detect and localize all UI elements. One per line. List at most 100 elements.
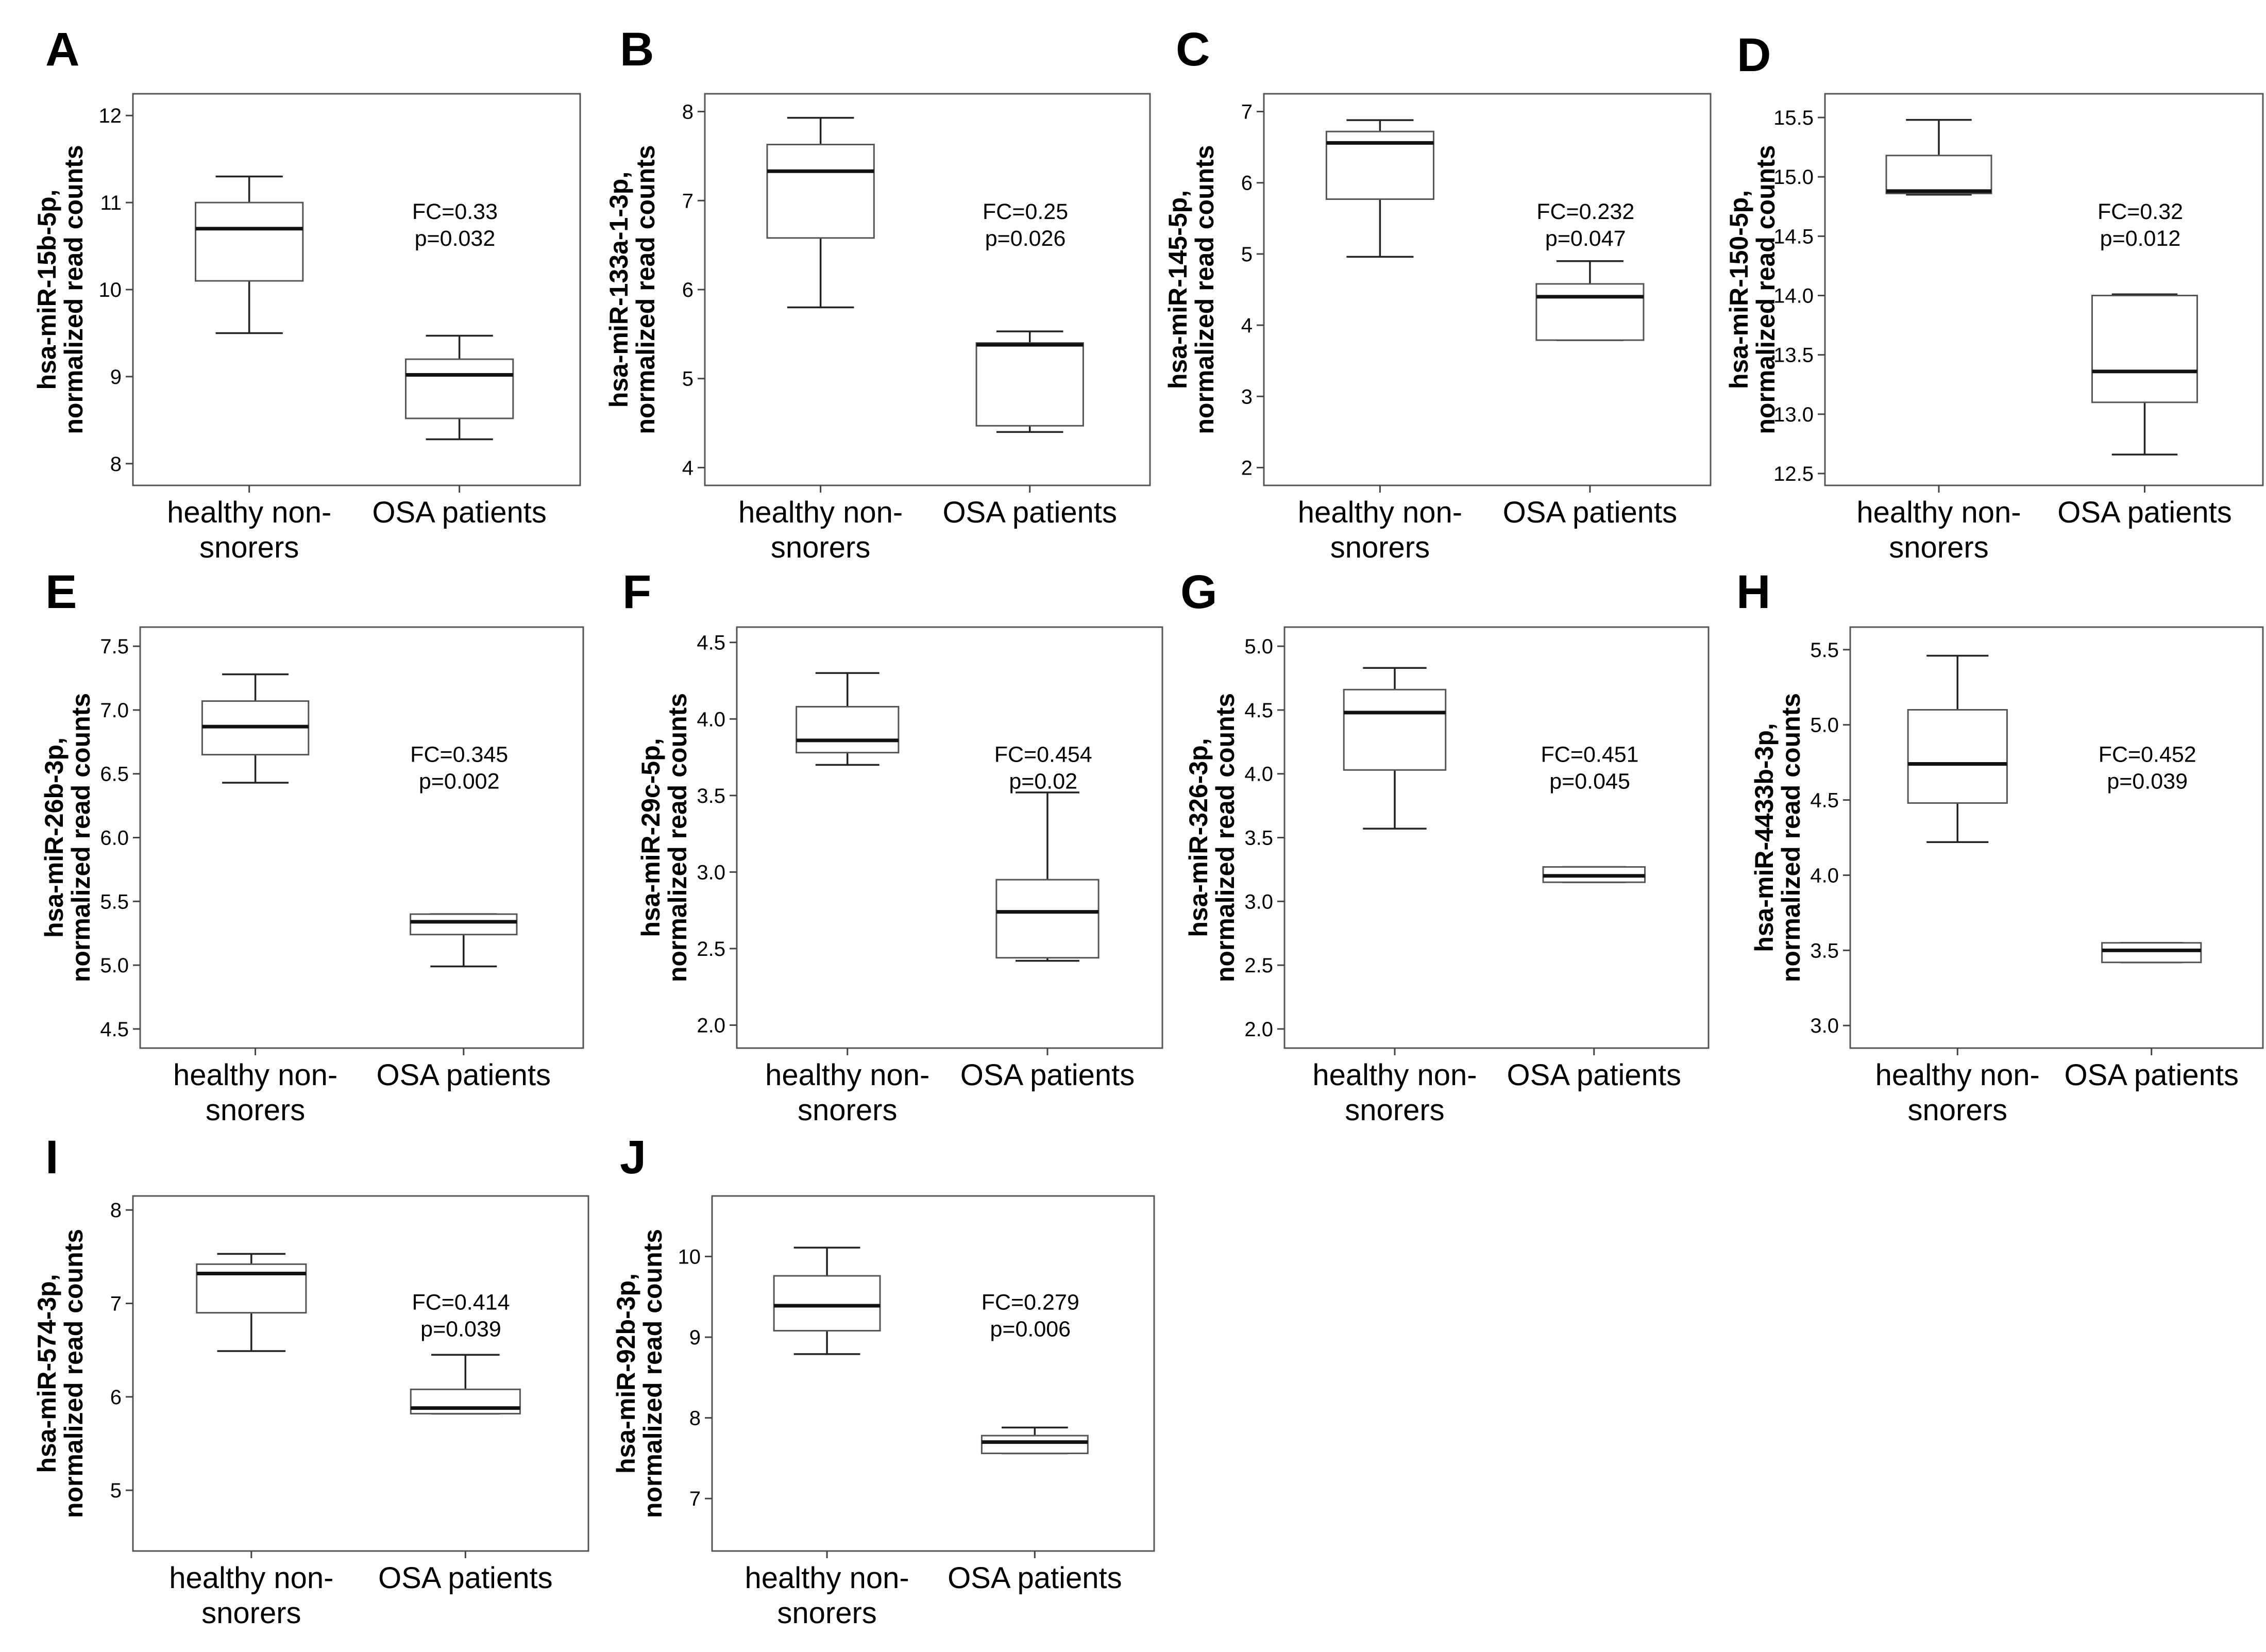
x-category-label: OSA patients [2064,1058,2239,1092]
stat-annotation: p=0.047 [1545,226,1626,251]
stat-annotation: p=0.026 [985,226,1066,251]
panel-e: E 4.5 5.0 5.5 6.0 6.5 7.0 7.5 hsa-miR-26b-3p,nor… [40,566,584,1127]
x-category-label: healthy non- [738,496,903,529]
y-tick-label: 5.5 [100,890,129,913]
x-category-label: OSA patients [1507,1058,1682,1092]
x-category-label: snorers [206,1093,305,1127]
panel-f: F 2.0 2.5 3.0 3.5 4.0 4.5 hsa-miR-29c-5p,normal… [622,566,1163,1127]
x-category-label: OSA patients [377,1058,551,1092]
y-tick-label: 4 [1241,314,1253,337]
stat-annotation: p=0.032 [415,226,496,251]
y-tick-label: 14.5 [1773,225,1814,248]
box-healthy [196,1253,307,1558]
y-tick-label: 3.5 [1244,827,1273,850]
box-osa [404,334,514,493]
box-osa [975,330,1084,493]
y-tick-label: 7 [1241,101,1253,124]
stat-annotation: p=0.006 [990,1317,1071,1341]
box-healthy [796,672,900,1055]
y-axis-label: normalized read counts [1190,145,1219,434]
y-tick-label: 15.5 [1773,107,1814,129]
stat-annotation: FC=0.345 [410,742,508,767]
x-category-label: snorers [1889,531,1988,564]
panel-letter: A [45,23,79,76]
iqr-box [1907,709,2008,804]
x-category-label: snorers [1345,1093,1444,1127]
stat-annotation: p=0.02 [1009,769,1077,794]
y-tick-label: 8 [110,453,122,476]
plot-frame [132,93,581,486]
box-healthy [1907,654,2008,1055]
panel-a: A 8 9 10 11 12 hsa-miR-15b-5p,normalized read … [32,23,581,564]
iqr-box [980,1435,1089,1455]
iqr-box [196,1263,307,1314]
stat-annotation: FC=0.454 [994,742,1092,767]
y-axis-label: hsa-miR-4433b-3p, [1750,723,1779,952]
stat-annotation: FC=0.32 [2098,199,2183,224]
plot-frame [1824,93,2264,486]
y-axis-label: normalized read counts [59,145,88,434]
stat-annotation: FC=0.33 [412,199,498,224]
iqr-box [796,705,900,754]
x-category-label: snorers [1330,531,1430,564]
y-axis-label: normalized read counts [59,1229,88,1518]
y-tick-label: 7 [682,190,694,212]
panel-letter: I [45,1131,59,1184]
y-tick-label: 8 [682,101,694,124]
box-healthy [201,673,310,1055]
stat-annotation: p=0.002 [419,769,500,794]
y-tick-label: 6.5 [100,763,129,786]
stat-annotation: FC=0.451 [1541,742,1639,767]
y-axis-label: normalized read counts [1751,145,1780,434]
x-category-label: snorers [1908,1093,2007,1127]
x-category-label: healthy non- [169,1561,333,1595]
panel-letter: J [620,1131,646,1184]
y-tick-label: 8 [110,1199,122,1222]
y-tick-label: 5.0 [1244,635,1273,658]
y-tick-label: 6 [110,1386,122,1409]
y-tick-label: 14.0 [1773,285,1814,308]
iqr-box [410,913,518,936]
y-tick-label: 5.0 [1810,714,1839,737]
x-category-label: snorers [771,531,870,564]
y-tick-label: 5 [110,1479,122,1502]
box-healthy [773,1246,881,1558]
y-tick-label: 3.0 [1244,890,1273,913]
y-tick-label: 12.5 [1773,463,1814,485]
x-category-label: snorers [199,531,299,564]
y-axis-label: normalized read counts [631,145,660,434]
panel-h: H 3.0 3.5 4.0 4.5 5.0 5.5 hsa-miR-4433b-3p,norm… [1736,566,2264,1127]
x-category-label: snorers [201,1596,301,1630]
panel-letter: G [1180,566,1217,618]
box-healthy [1885,119,1992,493]
stat-annotation: FC=0.25 [983,199,1068,224]
iqr-box [975,342,1084,427]
panel-letter: H [1736,566,1770,618]
y-tick-label: 7 [689,1488,701,1510]
y-tick-label: 4.5 [1244,699,1273,722]
x-category-label: OSA patients [2057,496,2232,529]
y-tick-label: 4.0 [697,708,725,731]
y-axis-label: hsa-miR-150-5p, [1724,190,1753,389]
panel-letter: F [622,566,651,618]
box-healthy [1325,119,1434,493]
y-tick-label: 9 [110,366,122,389]
plot-frame [132,1195,589,1552]
y-tick-label: 6.0 [100,827,129,850]
box-osa [410,1354,521,1558]
iqr-box [1535,283,1645,341]
panel-letter: C [1176,23,1210,76]
y-tick-label: 6 [1241,172,1253,195]
y-tick-label: 4.5 [100,1018,129,1041]
y-tick-label: 10 [678,1245,701,1268]
stat-annotation: FC=0.232 [1536,199,1634,224]
panel-g: G 2.0 2.5 3.0 3.5 4.0 4.5 5.0 hsa-miR-326-3p,nor… [1180,566,1710,1127]
plot-frame [736,626,1163,1049]
box-healthy [1343,667,1447,1055]
y-axis-label: normalized read counts [66,693,95,982]
box-osa [2101,942,2202,1055]
box-osa [980,1426,1089,1558]
iqr-box [1885,155,1992,194]
y-tick-label: 7 [110,1293,122,1316]
stat-annotation: FC=0.414 [412,1290,510,1314]
